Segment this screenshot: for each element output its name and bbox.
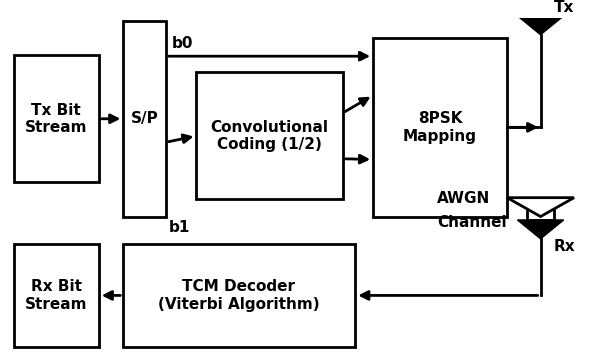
- FancyBboxPatch shape: [123, 21, 166, 216]
- Polygon shape: [517, 16, 564, 35]
- Text: Tx: Tx: [554, 0, 574, 16]
- FancyBboxPatch shape: [13, 55, 99, 182]
- Text: TCM Decoder
(Viterbi Algorithm): TCM Decoder (Viterbi Algorithm): [158, 279, 320, 312]
- FancyBboxPatch shape: [123, 244, 355, 347]
- Text: S/P: S/P: [131, 111, 159, 126]
- Polygon shape: [507, 198, 574, 216]
- Text: b1: b1: [169, 220, 190, 235]
- FancyBboxPatch shape: [13, 244, 99, 347]
- Text: Rx: Rx: [554, 239, 575, 254]
- Text: b0: b0: [172, 35, 193, 51]
- FancyBboxPatch shape: [527, 198, 554, 220]
- FancyBboxPatch shape: [196, 72, 343, 199]
- Text: AWGN: AWGN: [437, 191, 490, 206]
- Text: Convolutional
Coding (1/2): Convolutional Coding (1/2): [211, 120, 329, 152]
- Text: Channel: Channel: [437, 215, 507, 230]
- Polygon shape: [517, 220, 564, 239]
- Text: Tx Bit
Stream: Tx Bit Stream: [25, 102, 88, 135]
- FancyBboxPatch shape: [373, 38, 507, 216]
- Text: 8PSK
Mapping: 8PSK Mapping: [403, 111, 477, 144]
- Text: Rx Bit
Stream: Rx Bit Stream: [25, 279, 88, 312]
